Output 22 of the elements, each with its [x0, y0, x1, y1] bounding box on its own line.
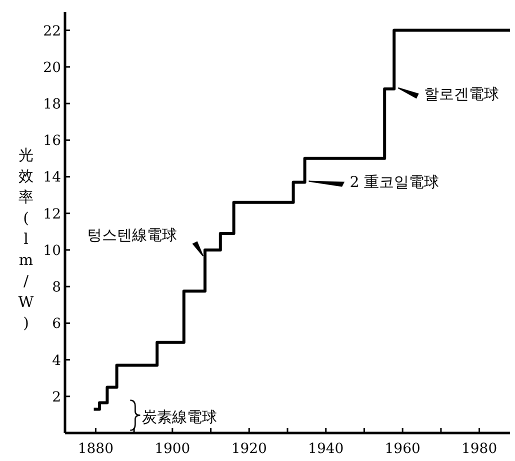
x-tick-label: 1940: [308, 441, 344, 457]
y-tick-label: 14: [43, 170, 62, 186]
y-tick-label: 10: [43, 242, 61, 259]
y-tick-label: 4: [52, 352, 62, 369]
x-tick-label: 1900: [154, 441, 190, 457]
y-tick-label: 2: [52, 389, 61, 406]
y-tick-label: 12: [43, 206, 61, 222]
y-tick-label: 22: [43, 23, 61, 40]
annotation: 텅스텐線電球: [87, 226, 178, 244]
annotation: 炭素線電球: [142, 408, 218, 426]
x-tick-label: 1980: [461, 441, 498, 457]
annotation: 2 重코일電球: [350, 173, 440, 192]
y-tick-label: 6: [52, 316, 62, 332]
annotation: 할로겐電球: [424, 84, 500, 103]
x-tick-label: 1960: [384, 441, 420, 457]
x-tick-label: 1920: [231, 441, 267, 457]
x-tick-label: 1880: [78, 441, 114, 457]
y-tick-label: 20: [43, 60, 61, 76]
text: 光效率(lm/W): [18, 146, 34, 332]
y-tick-label: 18: [43, 96, 61, 113]
y-tick-label: 16: [43, 133, 62, 150]
y-tick-label: 8: [52, 280, 61, 296]
